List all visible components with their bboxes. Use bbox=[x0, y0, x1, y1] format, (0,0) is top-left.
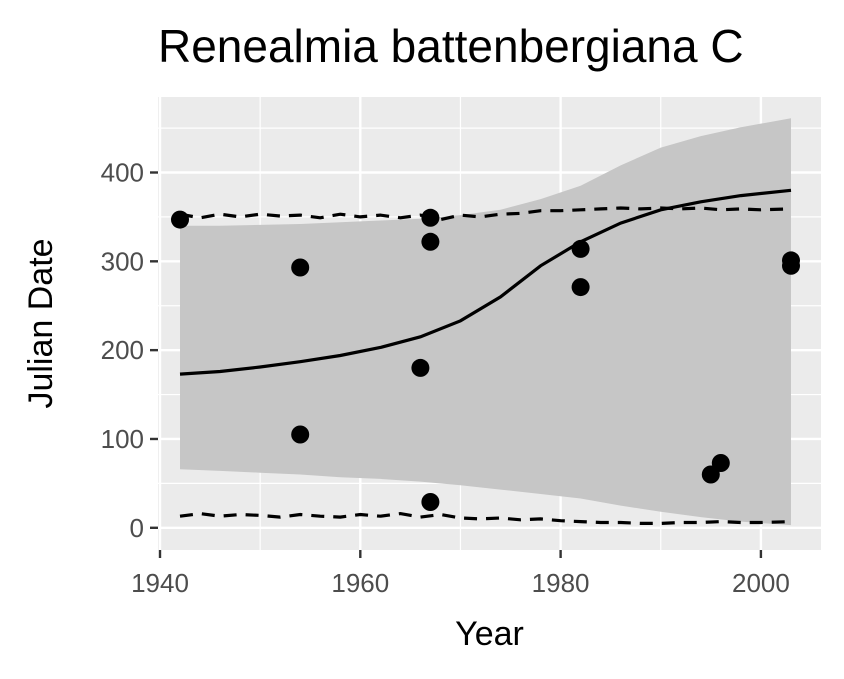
data-point bbox=[571, 239, 590, 258]
fit-line bbox=[179, 188, 792, 376]
x-tick-label: 1940 bbox=[131, 568, 189, 598]
x-axis-title: Year bbox=[455, 615, 524, 653]
data-point bbox=[421, 232, 440, 251]
points-layer bbox=[171, 208, 800, 511]
x-tick-label: 1960 bbox=[331, 568, 389, 598]
y-tick-label: 100 bbox=[101, 424, 144, 454]
lower-dashed-line bbox=[179, 511, 792, 525]
data-point bbox=[291, 425, 310, 444]
data-point bbox=[411, 358, 430, 377]
data-point bbox=[782, 256, 800, 275]
data-point bbox=[291, 258, 310, 277]
y-axis: 0 100 200 300 400 bbox=[101, 158, 158, 543]
y-tick-label: 200 bbox=[101, 335, 144, 365]
x-tick-label: 2000 bbox=[732, 568, 790, 598]
data-point bbox=[571, 278, 590, 297]
y-axis-title: Julian Date bbox=[22, 238, 60, 408]
data-point bbox=[711, 454, 730, 472]
data-point bbox=[421, 493, 440, 511]
confidence-ribbon bbox=[180, 118, 791, 526]
y-tick-label: 400 bbox=[101, 158, 144, 188]
fit-line-layer bbox=[179, 188, 792, 376]
x-tick-label: 1980 bbox=[532, 568, 590, 598]
data-point bbox=[421, 208, 440, 227]
data-point bbox=[171, 210, 189, 229]
chart-title: Renealmia battenbergiana C bbox=[158, 20, 744, 72]
y-tick-label: 300 bbox=[101, 246, 144, 276]
x-axis: 1940 1960 1980 2000 bbox=[131, 550, 790, 598]
confidence-ribbon-layer bbox=[180, 118, 791, 526]
dashed-lines-layer bbox=[179, 206, 792, 525]
y-tick-label: 0 bbox=[130, 513, 144, 543]
